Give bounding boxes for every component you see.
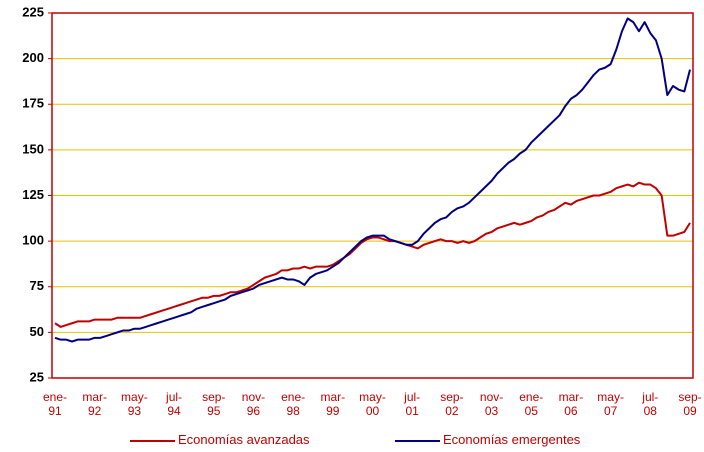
x-tick-label: ene-05 [519,390,544,418]
x-tick-label: sep-09 [678,390,702,418]
x-tick-label: jul-94 [166,390,183,418]
y-tick-label: 225 [22,4,44,19]
y-tick-label: 50 [30,324,44,339]
x-tick-label: nov-96 [241,390,266,418]
x-tick-label: mar-06 [558,390,584,418]
x-tick-label: ene-98 [281,390,306,418]
x-tick-label: sep-95 [202,390,226,418]
y-tick-label: 175 [22,96,44,111]
series-line [54,17,691,343]
legend-label: Economías avanzadas [178,432,310,447]
x-tick-label: nov-03 [479,390,504,418]
x-tick-label: jul-08 [642,390,659,418]
legend-label: Economías emergentes [443,432,581,447]
plot-border [51,12,694,379]
y-tick-label: 200 [22,50,44,65]
y-tick-label: 25 [30,369,44,384]
x-tick-label: may-93 [121,390,148,418]
x-tick-label: mar-92 [82,390,108,418]
x-tick-label: may-00 [359,390,386,418]
x-tick-label: ene-91 [42,390,68,418]
y-tick-label: 100 [22,233,44,248]
x-tick-label: sep-02 [440,390,464,418]
y-tick-label: 75 [30,278,44,293]
x-tick-label: mar-99 [320,390,346,418]
x-tick-label: may-07 [597,390,624,418]
y-tick-label: 125 [22,187,44,202]
y-tick-label: 150 [22,141,44,156]
x-tick-label: jul-01 [404,390,421,418]
series-line [54,181,691,328]
